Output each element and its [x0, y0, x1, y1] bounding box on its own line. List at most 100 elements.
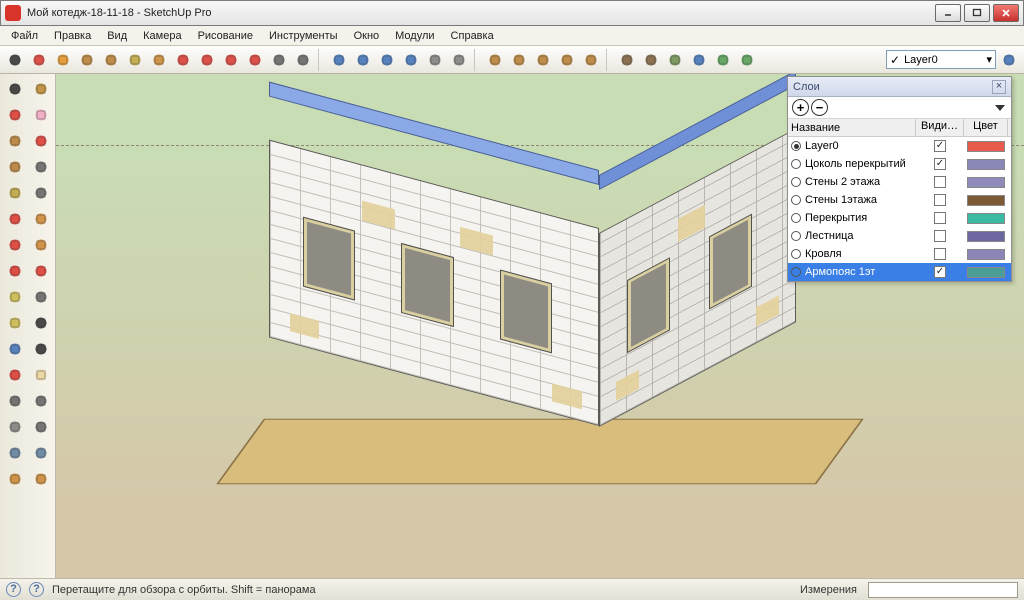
instructor-icon[interactable]: ? — [29, 582, 44, 597]
toolbar-polygon-button[interactable] — [124, 49, 146, 71]
tool-paint-button[interactable] — [2, 102, 27, 127]
tool-component-button[interactable] — [28, 76, 53, 101]
layer-color-swatch[interactable] — [967, 213, 1005, 224]
layer-row[interactable]: Кровля — [788, 245, 1011, 263]
tool-zoom-ext-button[interactable] — [28, 414, 53, 439]
layer-color-swatch[interactable] — [967, 195, 1005, 206]
tool-look-button[interactable] — [28, 440, 53, 465]
remove-layer-button[interactable]: − — [811, 99, 828, 116]
layer-radio[interactable] — [791, 267, 801, 277]
layer-radio[interactable] — [791, 159, 801, 169]
toolbar-mono-button[interactable] — [556, 49, 578, 71]
menu-камера[interactable]: Камера — [136, 28, 188, 44]
layer-row[interactable]: Стены 1этажа — [788, 191, 1011, 209]
layers-col-name[interactable]: Название — [788, 119, 916, 136]
add-layer-button[interactable]: + — [792, 99, 809, 116]
layer-row[interactable]: Армопояс 1эт — [788, 263, 1011, 281]
layer-color-swatch[interactable] — [967, 231, 1005, 242]
layers-col-color[interactable]: Цвет — [964, 119, 1008, 136]
tool-3dtext-button[interactable] — [28, 336, 53, 361]
layer-visible-checkbox[interactable] — [934, 248, 946, 260]
tool-rect-button[interactable] — [2, 128, 27, 153]
tool-push-button[interactable] — [28, 206, 53, 231]
tool-orbit-button[interactable] — [2, 362, 27, 387]
layer-color-swatch[interactable] — [967, 177, 1005, 188]
layer-radio[interactable] — [791, 231, 801, 241]
toolbar-info-button[interactable] — [998, 49, 1020, 71]
tool-prev-button[interactable] — [2, 414, 27, 439]
layer-selector[interactable]: ✓Layer0▾ — [886, 50, 996, 69]
tool-zoom-button[interactable] — [2, 388, 27, 413]
tool-zoom-win-button[interactable] — [28, 388, 53, 413]
toolbar-protractor-button[interactable] — [292, 49, 314, 71]
toolbar-redo-button[interactable] — [736, 49, 758, 71]
menu-инструменты[interactable]: Инструменты — [262, 28, 345, 44]
layer-row[interactable]: Перекрытия — [788, 209, 1011, 227]
toolbar-tape-button[interactable] — [268, 49, 290, 71]
toolbar-push-button[interactable] — [148, 49, 170, 71]
layer-radio[interactable] — [791, 213, 801, 223]
toolbar-face-button[interactable] — [484, 49, 506, 71]
toolbar-building-button[interactable] — [616, 49, 638, 71]
tool-dimension-button[interactable] — [28, 284, 53, 309]
toolbar-offset-button[interactable] — [244, 49, 266, 71]
tool-move-button[interactable] — [2, 206, 27, 231]
layer-radio[interactable] — [791, 249, 801, 259]
layer-radio[interactable] — [791, 177, 801, 187]
layer-row[interactable]: Стены 2 этажа — [788, 173, 1011, 191]
layer-color-swatch[interactable] — [967, 249, 1005, 260]
tool-tape-button[interactable] — [2, 284, 27, 309]
tool-protractor-button[interactable] — [2, 310, 27, 335]
layers-col-visible[interactable]: Види… — [916, 119, 964, 136]
layer-color-swatch[interactable] — [967, 267, 1005, 278]
toolbar-zoom-ext-button[interactable] — [400, 49, 422, 71]
toolbar-select-button[interactable] — [4, 49, 26, 71]
layer-row[interactable]: Layer0 — [788, 137, 1011, 155]
tool-polygon-button[interactable] — [2, 180, 27, 205]
layer-visible-checkbox[interactable] — [934, 266, 946, 278]
tool-text-button[interactable] — [28, 310, 53, 335]
menu-модули[interactable]: Модули — [388, 28, 441, 44]
toolbar-earth-button[interactable] — [688, 49, 710, 71]
tool-line-button[interactable] — [28, 128, 53, 153]
toolbar-prev-button[interactable] — [424, 49, 446, 71]
tool-circle-button[interactable] — [2, 154, 27, 179]
toolbar-rect-button[interactable] — [52, 49, 74, 71]
toolbar-tex-button[interactable] — [532, 49, 554, 71]
toolbar-arc-button[interactable] — [100, 49, 122, 71]
window-maximize-button[interactable] — [964, 4, 990, 22]
layers-menu-button[interactable] — [993, 101, 1007, 115]
tool-scale-button[interactable] — [2, 258, 27, 283]
help-icon[interactable]: ? — [6, 582, 21, 597]
window-minimize-button[interactable] — [935, 4, 961, 22]
tool-rotate-button[interactable] — [2, 232, 27, 257]
tool-pan-button[interactable] — [28, 362, 53, 387]
tool-position-button[interactable] — [2, 440, 27, 465]
tool-freehand-button[interactable] — [28, 180, 53, 205]
layer-color-swatch[interactable] — [967, 141, 1005, 152]
tool-offset-button[interactable] — [28, 258, 53, 283]
layer-visible-checkbox[interactable] — [934, 158, 946, 170]
layer-row[interactable]: Цоколь перекрытий — [788, 155, 1011, 173]
layer-radio[interactable] — [791, 195, 801, 205]
measurements-input[interactable] — [868, 582, 1018, 598]
tool-follow-button[interactable] — [28, 232, 53, 257]
layer-color-swatch[interactable] — [967, 159, 1005, 170]
layer-visible-checkbox[interactable] — [934, 230, 946, 242]
layers-panel[interactable]: Слои × + − Название Види… Цвет Layer0Цок… — [787, 76, 1012, 282]
menu-рисование[interactable]: Рисование — [191, 28, 260, 44]
layer-visible-checkbox[interactable] — [934, 212, 946, 224]
toolbar-xray-button[interactable] — [580, 49, 602, 71]
toolbar-component-button[interactable] — [664, 49, 686, 71]
tool-walk-button[interactable] — [2, 466, 27, 491]
tool-eraser-button[interactable] — [28, 102, 53, 127]
menu-вид[interactable]: Вид — [100, 28, 134, 44]
menu-справка[interactable]: Справка — [444, 28, 501, 44]
layer-visible-checkbox[interactable] — [934, 140, 946, 152]
menu-правка[interactable]: Правка — [47, 28, 98, 44]
toolbar-zoom-button[interactable] — [376, 49, 398, 71]
toolbar-next-button[interactable] — [448, 49, 470, 71]
layer-visible-checkbox[interactable] — [934, 176, 946, 188]
tool-section-button[interactable] — [28, 466, 53, 491]
layers-panel-titlebar[interactable]: Слои × — [788, 77, 1011, 97]
